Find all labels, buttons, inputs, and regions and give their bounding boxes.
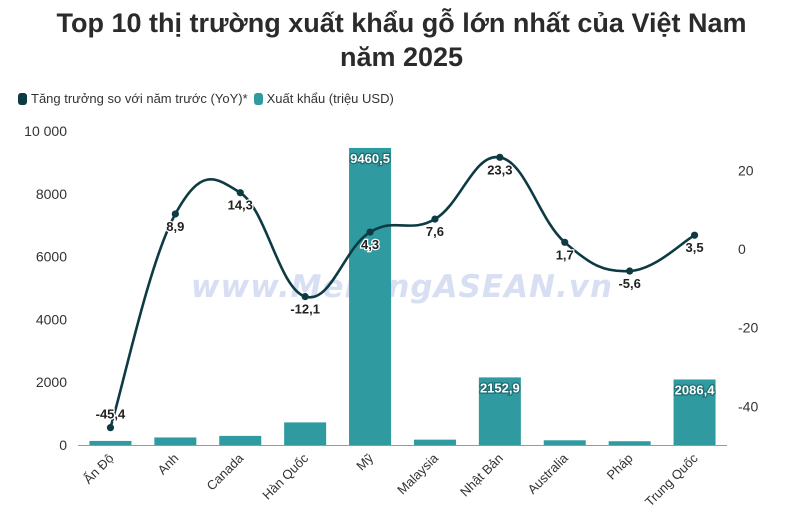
legend: Tăng trưởng so với năm trước (YoY)* Xuất… [18,91,400,106]
y-right-tick-label: 20 [738,162,754,178]
x-tick-label: Trung Quốc [642,450,701,509]
x-tick-label: Mỹ [353,450,376,473]
y-left-tick-label: 0 [59,437,67,453]
growth-value-label: -5,6 [618,276,640,291]
growth-value-label: -45,4 [96,407,126,422]
growth-point [171,210,179,218]
growth-line [109,156,696,429]
legend-label-growth: Tăng trưởng so với năm trước (YoY)* [31,91,248,106]
growth-point [236,189,244,197]
growth-point [561,238,569,246]
bar [219,435,262,445]
bar [89,440,132,445]
legend-label-export: Xuất khẩu (triệu USD) [266,91,394,106]
chart-title-line1: Top 10 thị trường xuất khẩu gỗ lớn nhất … [56,8,747,38]
y-left-tick-label: 6000 [36,249,67,265]
y-right-tick-label: -20 [738,320,758,336]
growth-value-label: 3,5 [686,240,704,255]
bar-value-label: 2086,4 [675,382,716,397]
legend-item-export: Xuất khẩu (triệu USD) [253,91,394,106]
growth-value-label: 8,9 [166,219,184,234]
x-tick-label: Nhật Bản [457,451,506,500]
x-tick-label: Pháp [604,451,636,483]
y-left-tick-label: 2000 [36,374,67,390]
bar-value-label: 9460,5 [350,151,390,166]
x-tick-label: Australia [525,450,572,497]
bar [608,441,651,445]
bar [673,379,716,445]
x-tick-label: Anh [155,451,182,478]
y-right-tick-label: -40 [738,398,758,414]
growth-point [626,267,634,275]
y-left-tick-label: 10 000 [24,123,67,139]
legend-swatch-export [253,92,263,105]
bar [478,377,521,445]
y-right-tick-label: 0 [738,241,746,257]
bar [154,437,197,445]
x-tick-label: Malaysia [394,450,441,497]
bar [284,422,327,445]
bar-value-label: 2152,9 [480,380,520,395]
x-tick-label: Canada [204,450,247,493]
growth-point [106,424,115,432]
x-tick-label: Hàn Quốc [259,450,311,502]
bar [413,439,456,445]
chart-title: Top 10 thị trường xuất khẩu gỗ lớn nhất … [0,6,803,74]
growth-value-label: 7,6 [426,224,444,239]
growth-value-label: -12,1 [290,302,320,317]
y-left-tick-label: 4000 [36,311,67,327]
growth-point [366,228,374,236]
growth-point [496,153,504,161]
growth-point [431,215,439,223]
watermark-text: www.MekongASEAN.vn [191,269,613,305]
growth-value-label: 14,3 [228,198,253,213]
bar [349,147,392,445]
growth-value-label: 23,3 [487,162,512,177]
legend-swatch-growth [18,92,27,105]
bar [543,440,586,445]
y-left-tick-label: 8000 [36,186,67,202]
growth-value-label: 1,7 [556,247,574,262]
growth-value-label: 4,3 [361,237,379,252]
x-tick-label: Ấn Độ [80,451,116,487]
chart-title-line2: năm 2025 [339,42,464,72]
legend-item-growth: Tăng trưởng so với năm trước (YoY)* [18,91,248,106]
growth-point [690,231,699,239]
growth-point [301,293,309,301]
